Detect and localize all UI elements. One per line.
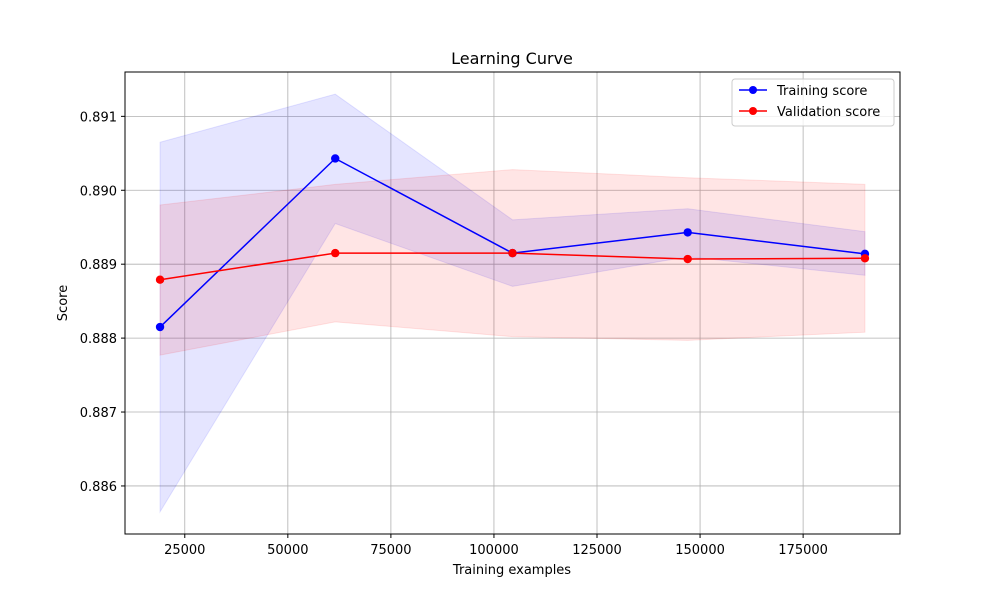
y-tick-label: 0.888 (80, 332, 117, 347)
validation-score-point (860, 254, 870, 263)
training-score-point (155, 322, 165, 332)
y-tick-label: 0.891 (80, 110, 117, 125)
training-score-point (331, 154, 340, 163)
x-tick-label: 25000 (164, 543, 205, 558)
validation-score-point (155, 275, 165, 284)
y-tick-label: 0.889 (80, 258, 117, 273)
validation-score-point (331, 248, 340, 258)
plot-frame (124, 71, 901, 535)
validation-score-point (508, 248, 517, 258)
y-tick-label: 0.887 (80, 406, 117, 421)
x-tick-label: 50000 (267, 543, 308, 558)
legend-box (731, 78, 895, 127)
training-score-band (159, 93, 866, 514)
y-axis-label: Score (56, 285, 71, 321)
x-tick-label: 175000 (778, 543, 828, 558)
training-score-point (683, 228, 692, 237)
x-axis-ticks: 25000 50000 75000 100000 125000 150000 175000 (164, 534, 828, 558)
series-points (155, 154, 870, 332)
x-tick-label: 125000 (572, 543, 622, 558)
y-tick-label: 0.886 (80, 480, 117, 495)
x-tick-label: 75000 (370, 543, 411, 558)
y-axis-ticks: 0.886 0.887 0.888 0.889 0.890 0.891 (80, 110, 125, 495)
validation-score-point (683, 254, 692, 264)
x-tick-label: 150000 (675, 543, 725, 558)
legend-label-training: Training score (776, 84, 867, 99)
confidence-bands (159, 93, 866, 514)
y-tick-label: 0.890 (80, 184, 117, 199)
legend-marker-validation (749, 107, 757, 115)
x-tick-label: 100000 (469, 543, 519, 558)
x-axis-label: Training examples (452, 563, 571, 578)
grid (125, 72, 900, 534)
validation-score-band (159, 169, 866, 356)
chart-title: Learning Curve (451, 49, 573, 68)
legend: Training score Validation score (731, 78, 895, 127)
legend-marker-training (749, 86, 757, 94)
legend-label-validation: Validation score (777, 105, 880, 120)
